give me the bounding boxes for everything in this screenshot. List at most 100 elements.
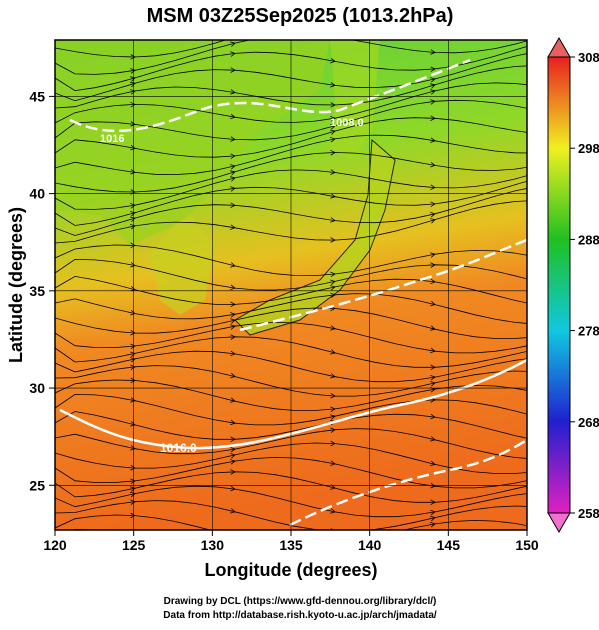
streamline-arrow xyxy=(430,364,436,371)
streamline-arrow xyxy=(430,184,436,190)
streamline-arrow xyxy=(230,262,236,268)
streamline-arrow xyxy=(530,254,535,259)
contour-label: 1016 xyxy=(100,133,124,145)
streamline-arrow xyxy=(130,262,136,268)
streamline-arrow xyxy=(430,66,436,72)
streamline-arrow xyxy=(130,499,136,505)
x-tick-label: 130 xyxy=(201,537,225,553)
title: MSM 03Z25Sep2025 (1013.2hPa) xyxy=(147,5,454,27)
colorbar-tick-label: 278 xyxy=(578,324,599,339)
streamline-arrow xyxy=(430,375,436,381)
streamline-arrow xyxy=(330,237,336,243)
streamline-arrow xyxy=(430,436,436,442)
colorbar-min-arrow xyxy=(547,512,571,533)
streamline-arrow xyxy=(230,224,236,230)
streamline-arrow xyxy=(230,41,236,47)
streamline-arrow xyxy=(330,57,336,64)
colorbar-tick-label: 288 xyxy=(578,232,599,247)
streamline-arrow xyxy=(330,217,336,223)
x-axis-label: Longitude (degrees) xyxy=(204,560,377,580)
streamline-arrow xyxy=(330,193,336,199)
streamline-arrow xyxy=(230,153,236,159)
streamline-arrow xyxy=(130,216,136,222)
streamline-arrow xyxy=(130,343,136,350)
streamline-arrow xyxy=(230,284,236,291)
streamline-arrow xyxy=(330,129,336,135)
streamline-arrow xyxy=(130,464,136,471)
streamline-arrow xyxy=(330,137,336,143)
streamline-arrow xyxy=(430,300,436,307)
streamline-arrow xyxy=(230,436,236,443)
streamline-arrow xyxy=(530,491,535,496)
contour-label: 1008.0 xyxy=(330,117,364,129)
streamline-arrow xyxy=(530,172,535,177)
land-korea xyxy=(150,215,215,315)
y-tick-label: 45 xyxy=(29,88,45,104)
streamline-arrow xyxy=(130,329,136,336)
streamline-arrow xyxy=(230,89,236,95)
contour-label: 1016.0 xyxy=(160,441,197,455)
streamline-arrow xyxy=(530,278,535,283)
streamline-arrow xyxy=(130,351,136,358)
streamline-arrow xyxy=(430,381,436,387)
streamline-arrow xyxy=(130,364,136,371)
streamline-arrow xyxy=(130,309,136,316)
colorbar-scale xyxy=(547,56,571,514)
streamline-arrow xyxy=(430,115,436,121)
streamline-arrow xyxy=(330,82,336,88)
streamline-arrow xyxy=(230,170,236,176)
y-tick-label: 40 xyxy=(29,186,45,202)
x-tick-label: 120 xyxy=(43,537,67,553)
streamline-arrow xyxy=(430,499,436,506)
streamline-arrow xyxy=(230,350,236,357)
streamline-arrow xyxy=(230,67,236,73)
streamline-arrow xyxy=(230,453,236,459)
streamline-arrow xyxy=(230,51,236,57)
isobar xyxy=(289,438,527,527)
streamline-arrow xyxy=(130,89,136,95)
streamline-arrow xyxy=(531,198,536,203)
y-tick-label: 25 xyxy=(29,477,45,493)
streamline-arrow xyxy=(530,29,535,34)
streamline-arrow xyxy=(430,278,436,285)
streamline-arrow xyxy=(130,491,136,498)
streamline-arrow xyxy=(530,348,535,353)
streamline-arrow xyxy=(330,508,336,514)
streamline-arrow xyxy=(430,212,436,218)
streamline-arrow xyxy=(430,27,435,32)
streamline-arrow xyxy=(330,542,335,547)
streamline-arrow xyxy=(430,521,436,528)
streamline-arrow xyxy=(530,478,535,483)
streamline-arrow xyxy=(130,242,136,249)
streamline-arrow xyxy=(230,419,236,426)
streamline-arrow xyxy=(530,38,535,43)
streamline-arrow xyxy=(330,349,336,355)
colorbar-max-arrow xyxy=(547,37,571,58)
streamline-arrow xyxy=(530,131,535,136)
colorbar-tick-label: 258 xyxy=(578,506,599,521)
streamline-arrow xyxy=(431,533,436,538)
streamline-arrow xyxy=(230,334,236,340)
streamline-arrow xyxy=(430,252,436,258)
streamline-arrow xyxy=(130,377,136,384)
streamline-arrow xyxy=(130,421,136,427)
streamline-arrow xyxy=(530,470,535,475)
streamline-arrow xyxy=(531,369,536,374)
streamline-arrow xyxy=(130,144,136,151)
streamline-arrow xyxy=(330,279,336,286)
streamline-arrow xyxy=(330,285,336,291)
streamline-arrow xyxy=(530,389,535,394)
streamline-arrow xyxy=(530,178,535,183)
streamline-arrow xyxy=(330,414,336,420)
streamline-arrow xyxy=(530,437,535,442)
colorbar-tick-label: 268 xyxy=(578,415,599,430)
plot-area: 1016.0 1008.0 1016 xyxy=(55,27,536,547)
x-tick-label: 125 xyxy=(122,537,146,553)
streamline-arrow xyxy=(230,459,236,465)
streamline-arrow xyxy=(230,164,236,170)
streamline-arrow xyxy=(430,413,436,420)
x-tick-label: 150 xyxy=(515,537,539,553)
x-tick-label: 145 xyxy=(437,537,461,553)
streamline-arrow xyxy=(430,137,436,143)
